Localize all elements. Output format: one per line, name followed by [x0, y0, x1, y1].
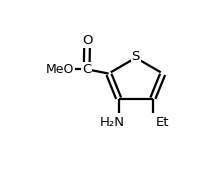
Text: H₂N: H₂N [100, 116, 125, 129]
Text: MeO: MeO [46, 63, 74, 76]
Text: O: O [82, 34, 92, 47]
Text: C: C [82, 63, 91, 76]
Text: S: S [131, 50, 140, 62]
Text: Et: Et [156, 116, 169, 129]
